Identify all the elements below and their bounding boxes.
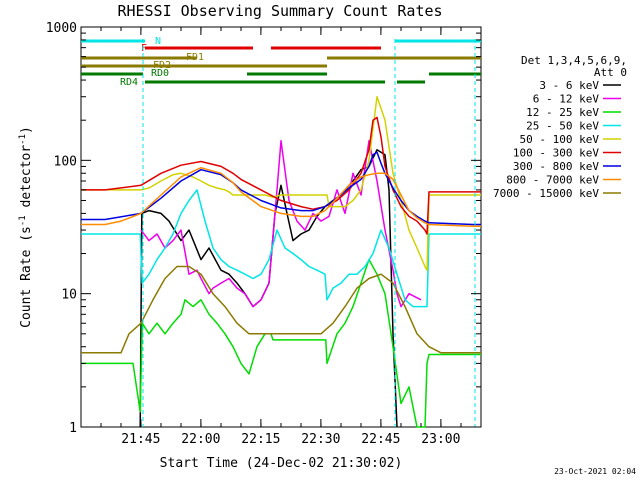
series-line-25-50-kev bbox=[81, 189, 481, 308]
x-tick-label: 22:30 bbox=[301, 432, 340, 447]
state-bar-label-fd1: FD1 bbox=[186, 52, 204, 63]
state-bar-label-rd4: RD4 bbox=[120, 77, 138, 88]
legend-label: 3 - 6 keV bbox=[539, 79, 599, 92]
legend-label: 25 - 50 keV bbox=[526, 120, 599, 133]
chart-title: RHESSI Observing Summary Count Rates bbox=[117, 2, 442, 20]
state-bar-label-rd0: RD0 bbox=[151, 68, 169, 79]
y-axis-label: Count Rate (s-1 detector-1) bbox=[18, 126, 34, 328]
footer-timestamp: 23-Oct-2021 02:04 bbox=[554, 467, 636, 476]
series-line-12-25-kev bbox=[81, 258, 481, 428]
state-bar-label-n: N bbox=[155, 36, 161, 47]
x-tick-label: 21:45 bbox=[121, 432, 160, 447]
legend-label: 300 - 800 keV bbox=[513, 160, 599, 173]
y-tick-label: 1000 bbox=[46, 21, 77, 36]
x-tick-label: 23:00 bbox=[421, 432, 460, 447]
series-line-50-100-kev bbox=[81, 95, 481, 271]
legend-label: 12 - 25 keV bbox=[526, 106, 599, 119]
series-line-6-12-kev bbox=[140, 140, 422, 308]
series-line-3-6-kev bbox=[139, 149, 398, 428]
legend-label: 800 - 7000 keV bbox=[506, 174, 599, 187]
x-tick-label: 22:00 bbox=[181, 432, 220, 447]
state-bar-label-f: F bbox=[141, 43, 147, 54]
legend-header: Det 1,3,4,5,6,9, bbox=[521, 54, 627, 67]
legend-label: 7000 - 15000 keV bbox=[493, 187, 599, 200]
x-tick-label: 22:45 bbox=[361, 432, 400, 447]
x-axis-label: Start Time (24-Dec-02 21:30:02) bbox=[160, 456, 403, 471]
state-bar-label-fd2: FD2 bbox=[153, 60, 171, 71]
y-tick-label: 100 bbox=[54, 154, 77, 169]
legend-label: 100 - 300 keV bbox=[513, 147, 599, 160]
y-tick-label: 10 bbox=[61, 288, 77, 303]
series-line-7000-15000-kev bbox=[81, 265, 481, 354]
x-tick-label: 22:15 bbox=[241, 432, 280, 447]
legend-label: 50 - 100 keV bbox=[520, 133, 600, 146]
legend-header: Att 0 bbox=[594, 66, 627, 79]
y-tick-label: 1 bbox=[69, 421, 77, 436]
series-line-800-7000-kev bbox=[81, 166, 481, 228]
legend-label: 6 - 12 keV bbox=[533, 93, 600, 106]
series-line-100-300-kev bbox=[81, 116, 481, 235]
